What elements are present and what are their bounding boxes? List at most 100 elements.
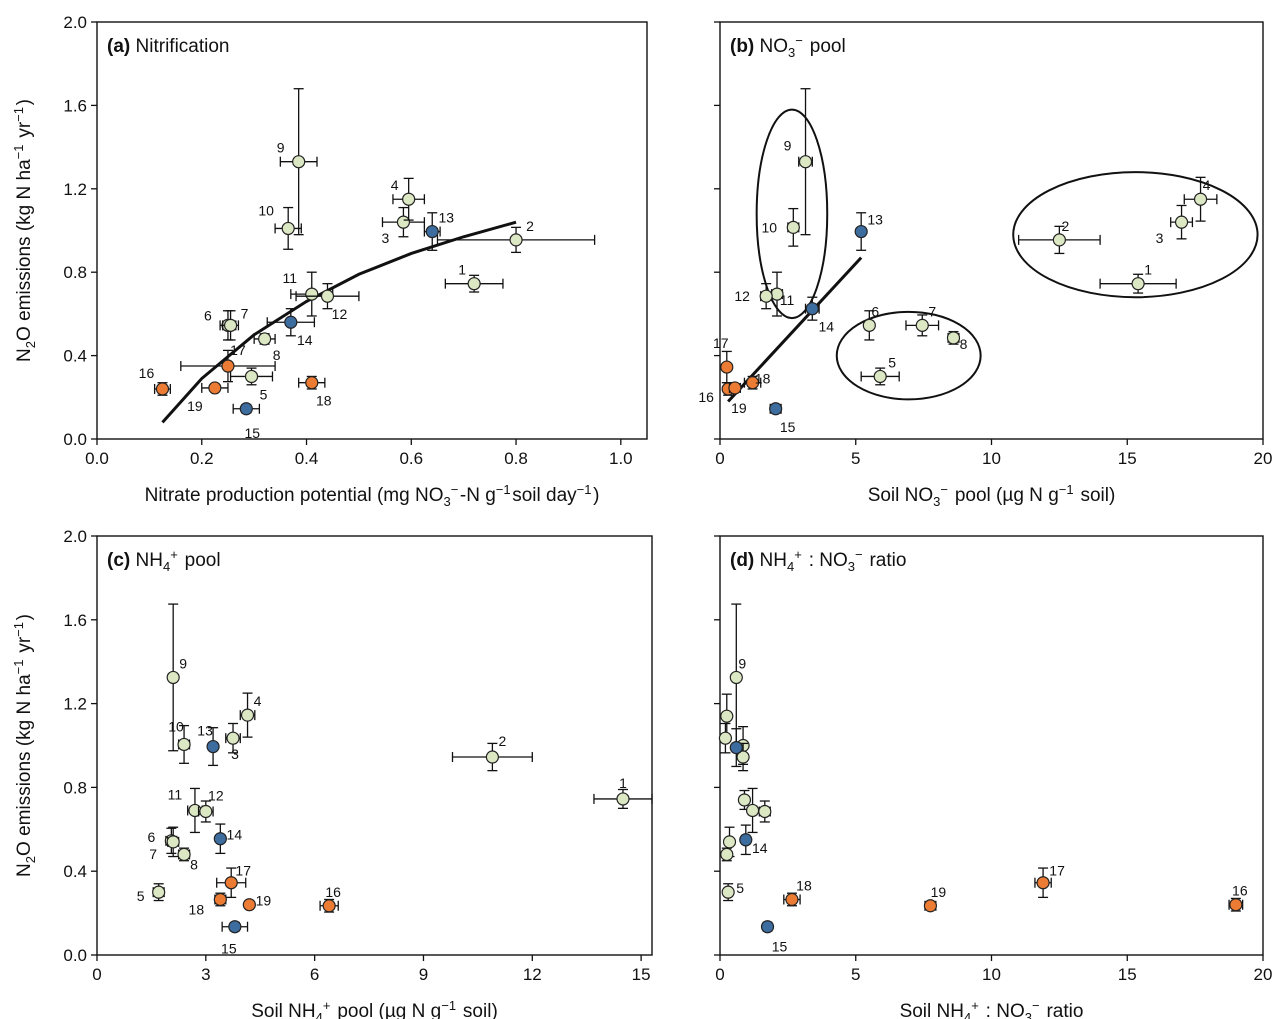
data-point-3: 3 — [225, 722, 241, 762]
point-label: 8 — [273, 347, 281, 363]
data-point-19: 19 — [187, 381, 229, 414]
y-tick-label: 0.0 — [63, 946, 87, 965]
point-label: 1 — [1144, 262, 1152, 278]
point-label: 15 — [244, 425, 260, 441]
point-label: 1 — [619, 775, 627, 791]
data-point-16: 16 — [139, 365, 171, 396]
point-marker — [722, 835, 737, 849]
data-point-18: 18 — [189, 892, 227, 917]
data-point-8: 8 — [253, 332, 281, 363]
x-axis-label: Soil NH4+ pool (µg N g−1 soil) — [251, 998, 498, 1019]
point-label: 12 — [734, 288, 750, 304]
point-marker — [616, 792, 630, 806]
point-label: 9 — [784, 138, 792, 154]
point-marker — [177, 737, 191, 752]
point-label: 17 — [1049, 863, 1065, 879]
data-point-10: 10 — [168, 718, 191, 764]
data-point-10: 10 — [258, 202, 302, 250]
y-tick-label: 0.0 — [63, 430, 87, 449]
data-point-4: 4 — [239, 692, 262, 738]
data-point-1: 1 — [593, 775, 653, 809]
data-point-8: 8 — [946, 330, 968, 352]
y-tick-label: 2.0 — [63, 13, 87, 32]
x-tick-label: 0.0 — [85, 449, 109, 468]
point-label: 17 — [713, 335, 729, 351]
data-point-14: 14 — [213, 823, 243, 855]
y-tick-label: 1.6 — [63, 96, 87, 115]
point-marker — [258, 332, 272, 346]
point-marker — [239, 402, 253, 416]
data-point-5: 5 — [137, 883, 166, 904]
data-point-9: 9 — [784, 88, 813, 236]
point-label: 6 — [871, 303, 879, 319]
point-label: 12 — [332, 306, 348, 322]
point-marker — [736, 750, 750, 764]
group-ellipse — [835, 310, 982, 401]
point-marker — [923, 899, 938, 913]
point-label: 18 — [189, 901, 205, 917]
data-point-1: 1 — [1099, 262, 1177, 294]
point-marker — [759, 289, 773, 303]
point-marker — [206, 739, 220, 754]
data-point-1: 1 — [444, 262, 504, 293]
data-point-17: 17 — [713, 335, 734, 384]
data-point-5: 5 — [860, 354, 900, 386]
x-tick-label: 10 — [982, 965, 1001, 984]
point-marker — [729, 740, 743, 755]
y-tick-label: 2.0 — [63, 527, 87, 546]
data-point-12: 12 — [734, 283, 773, 310]
point-marker — [729, 670, 743, 685]
point-label: 5 — [888, 354, 896, 370]
data-point-15: 15 — [760, 920, 788, 955]
data-point-15: 15 — [232, 402, 260, 441]
x-tick-label: 0 — [715, 449, 724, 468]
point-marker — [718, 731, 733, 745]
data-point-13: 13 — [854, 212, 883, 251]
data-point-9: 9 — [277, 88, 318, 236]
point-marker — [854, 224, 868, 239]
data-point-4: 4 — [1183, 176, 1218, 222]
x-tick-label: 15 — [632, 965, 651, 984]
point-marker — [213, 892, 227, 907]
x-tick-label: 0.2 — [190, 449, 214, 468]
data-point-11: 11 — [168, 786, 203, 834]
point-marker — [208, 381, 222, 395]
data-point — [736, 742, 750, 772]
point-label: 18 — [316, 393, 332, 409]
point-marker — [244, 369, 259, 384]
point-label: 14 — [227, 827, 243, 843]
point-marker — [155, 382, 170, 396]
point-marker — [1174, 215, 1189, 229]
point-label: 2 — [498, 733, 506, 749]
point-label: 9 — [738, 655, 746, 671]
data-point-11: 11 — [282, 270, 334, 317]
point-label: 1 — [458, 262, 466, 278]
point-label: 6 — [147, 829, 155, 845]
point-label: 7 — [928, 303, 936, 319]
data-point-3: 3 — [1156, 204, 1194, 246]
point-label: 13 — [197, 723, 213, 739]
point-label: 13 — [438, 210, 454, 226]
data-point-12: 12 — [197, 787, 224, 823]
data-point-16: 16 — [319, 884, 341, 913]
point-marker — [1229, 898, 1243, 912]
panel-a: 0.0 0.4 0.8 1.2 1.6 2.0 0.0 0.2 0.4 0.6 0.8 1.0 Nitr… — [11, 13, 648, 509]
point-marker — [785, 892, 799, 907]
point-label: 19 — [931, 884, 947, 900]
y-tick-label: 1.2 — [63, 695, 87, 714]
x-tick-label: 20 — [1254, 965, 1273, 984]
point-label: 8 — [190, 856, 198, 872]
point-marker — [758, 804, 772, 819]
point-label: 5 — [260, 386, 268, 402]
x-tick-label: 20 — [1254, 449, 1273, 468]
point-marker — [402, 192, 416, 206]
y-tick-label: 0.4 — [63, 347, 87, 366]
data-point-2: 2 — [451, 733, 533, 772]
point-marker — [769, 402, 783, 416]
data-point-7: 7 — [149, 826, 180, 862]
point-label: 14 — [752, 840, 768, 856]
point-label: 14 — [297, 332, 313, 348]
point-label: 13 — [867, 212, 883, 228]
point-marker — [1036, 876, 1050, 890]
